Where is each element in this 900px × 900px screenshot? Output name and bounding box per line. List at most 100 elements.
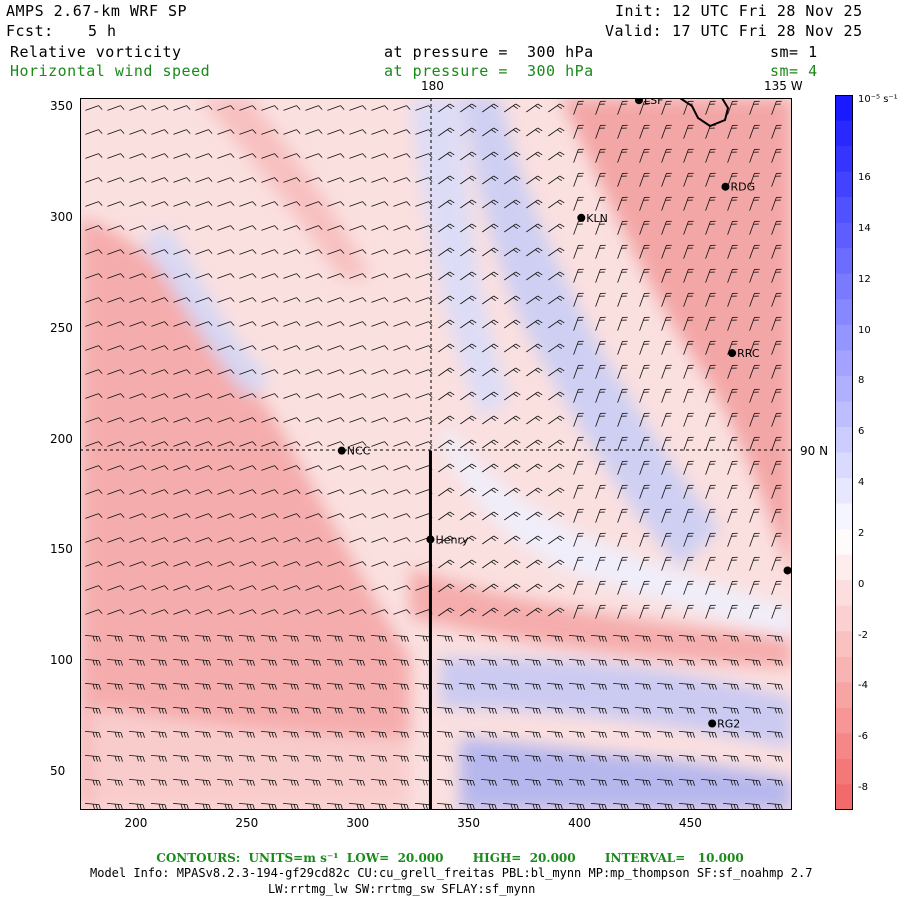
wind-barb: [371, 465, 389, 471]
wind-barb: [349, 321, 367, 327]
wind-barb: [194, 730, 211, 738]
wind-barb: [305, 441, 323, 447]
wind-barb: [661, 124, 672, 139]
wind-barb: [504, 247, 521, 257]
wind-barb: [327, 513, 345, 519]
wind-barb: [661, 316, 672, 331]
wind-barb: [283, 369, 301, 375]
y-tick-label: 50: [50, 764, 66, 779]
wind-barb: [85, 345, 103, 351]
wind-barb: [415, 345, 433, 351]
wind-barb: [151, 369, 169, 375]
wind-barb: [460, 151, 477, 161]
wind-barb: [239, 561, 257, 567]
wind-barb: [415, 441, 433, 447]
wind-barb: [617, 148, 628, 163]
wind-barb: [546, 706, 563, 714]
wind-barb: [458, 778, 475, 786]
wind-barb: [305, 273, 323, 279]
wind-barb: [415, 225, 433, 231]
wind-barb: [438, 607, 455, 617]
wind-barb: [393, 441, 411, 447]
wind-barb: [107, 249, 125, 255]
wind-barb: [129, 585, 147, 591]
wind-barb: [84, 730, 101, 738]
wind-barb: [283, 561, 301, 567]
colorbar-band: [835, 401, 853, 428]
wind-barb: [195, 273, 213, 279]
wind-barb: [327, 153, 345, 159]
wind-barb: [749, 604, 760, 619]
station-dot: [783, 566, 792, 575]
wind-barb: [573, 340, 584, 355]
wind-barb: [173, 129, 191, 135]
wind-barb: [106, 706, 123, 714]
wind-barb: [349, 369, 367, 375]
wind-barb: [85, 417, 103, 423]
wind-barb: [371, 129, 389, 135]
wind-barb: [415, 201, 433, 207]
wind-barb: [327, 129, 345, 135]
wind-barb: [700, 658, 717, 666]
wind-barb: [85, 153, 103, 159]
vorticity-map-plot: LSF RDG KLN RRC NCC Henry RG2: [80, 98, 792, 810]
wind-barb: [173, 321, 191, 327]
wind-barb: [150, 754, 167, 762]
wind-barb: [548, 295, 565, 305]
wind-barb: [504, 535, 521, 545]
colorbar-band: [835, 631, 853, 658]
wind-barb: [216, 754, 233, 762]
wind-barb: [129, 225, 147, 231]
wind-barb: [617, 244, 628, 259]
wind-barb: [261, 489, 279, 495]
wind-barb: [282, 658, 299, 666]
wind-barb: [371, 585, 389, 591]
wind-barb: [393, 273, 411, 279]
wind-barb: [722, 634, 739, 642]
wind-barb: [217, 441, 235, 447]
wind-barb: [438, 367, 455, 377]
wind-barb: [661, 172, 672, 187]
wind-barb: [617, 364, 628, 379]
wind-barb: [595, 412, 606, 427]
wind-barb: [195, 585, 213, 591]
wind-barb: [548, 391, 565, 401]
wind-barb: [749, 556, 760, 571]
wind-barb: [305, 297, 323, 303]
wind-barb: [304, 634, 321, 642]
wind-barb: [482, 223, 499, 233]
wind-barb: [480, 634, 497, 642]
wind-barb: [727, 604, 738, 619]
wind-barb: [722, 802, 739, 810]
wind-barb: [595, 508, 606, 523]
colorbar-band: [835, 758, 853, 785]
wind-barb: [261, 345, 279, 351]
wind-barb: [590, 754, 607, 762]
wind-barb: [438, 559, 455, 569]
wind-barb: [305, 249, 323, 255]
wind-barb: [678, 730, 695, 738]
wind-barb: [107, 177, 125, 183]
wind-barb: [238, 802, 255, 810]
wind-barb: [393, 345, 411, 351]
x-tick-label: 400: [568, 816, 591, 830]
wind-barb: [727, 580, 738, 595]
wind-barb: [107, 561, 125, 567]
wind-barb: [771, 460, 782, 475]
wind-barb: [656, 706, 673, 714]
wind-barb: [129, 441, 147, 447]
wind-barb: [480, 706, 497, 714]
wind-barb: [504, 511, 521, 521]
wind-barb: [683, 604, 694, 619]
colorbar-band: [835, 605, 853, 632]
wind-barb: [107, 585, 125, 591]
wind-barb: [502, 634, 519, 642]
wind-barb: [595, 556, 606, 571]
colorbar-tick-label: 16: [858, 172, 871, 183]
colorbar-tick-label: 8: [858, 375, 865, 387]
wind-barb: [216, 658, 233, 666]
wind-barb: [639, 196, 650, 211]
wind-barb: [438, 151, 455, 161]
wind-barb: [634, 634, 651, 642]
wind-barb: [548, 607, 565, 617]
